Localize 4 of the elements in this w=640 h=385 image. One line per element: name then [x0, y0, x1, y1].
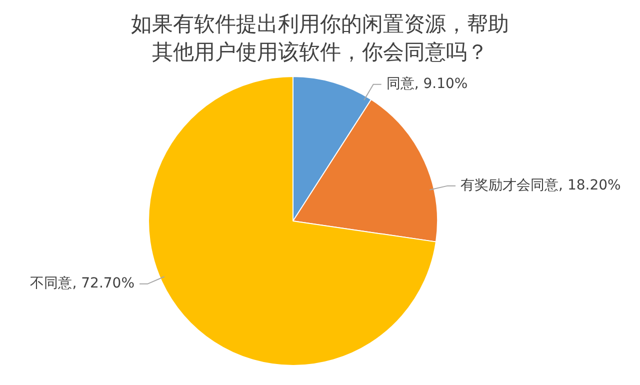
- chart-title: 如果有软件提出利用你的闲置资源，帮助其他用户使用该软件，你会同意吗？: [130, 11, 510, 66]
- slice-label: 同意, 9.10%: [386, 76, 468, 92]
- slice-label: 不同意, 72.70%: [30, 276, 135, 292]
- slice-label: 有奖励才会同意, 18.20%: [460, 177, 621, 194]
